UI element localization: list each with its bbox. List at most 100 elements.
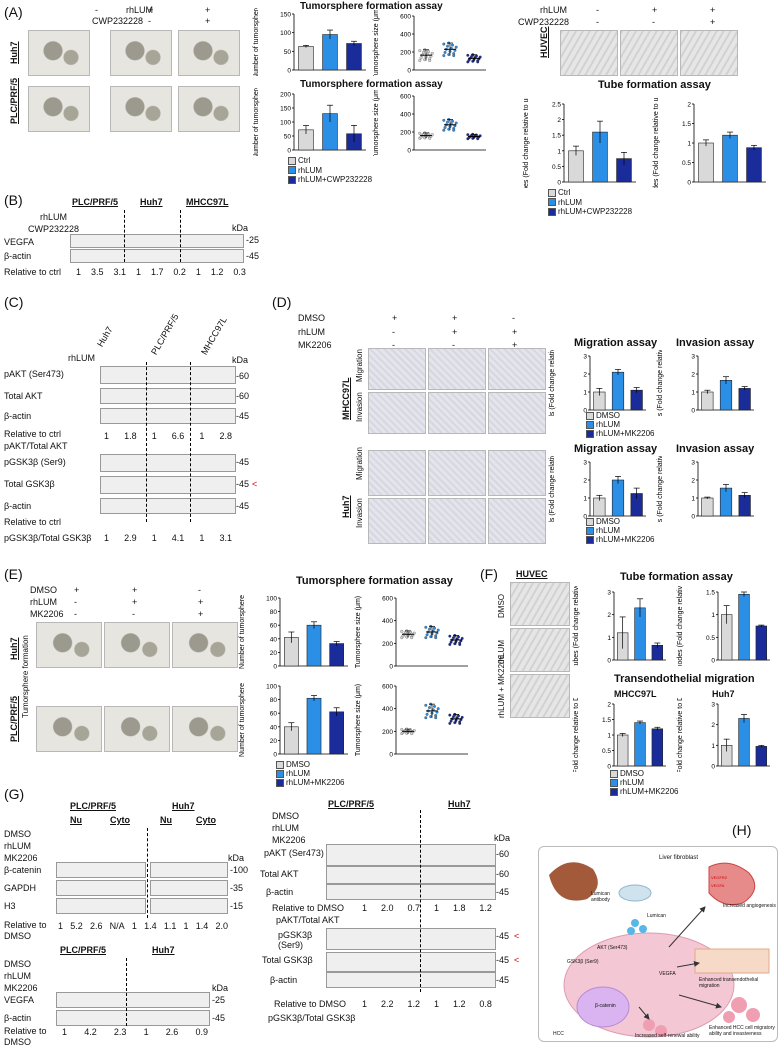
cell-label: Huh7 bbox=[712, 689, 735, 699]
label-mk: MK2206 bbox=[298, 340, 332, 350]
blot bbox=[100, 454, 236, 472]
y-tick-label: 50 bbox=[284, 134, 292, 141]
y-tick-label: 3 bbox=[583, 460, 587, 467]
y-axis-label: Tumorsphere size (μm) bbox=[373, 90, 380, 156]
bar bbox=[738, 388, 751, 411]
blot-vegfa bbox=[70, 234, 244, 248]
relative-values: 1 1.8 1 6.6 1 2.8 bbox=[104, 432, 232, 441]
cell-header: Huh7 bbox=[448, 799, 471, 809]
row-label: VEGFA bbox=[4, 237, 35, 247]
y-tick-label: 0 bbox=[711, 658, 715, 665]
blot bbox=[326, 884, 496, 900]
data-point bbox=[476, 137, 480, 141]
y-tick-label: 1 bbox=[557, 148, 561, 155]
relative-value: 2.0 bbox=[215, 921, 228, 931]
data-point bbox=[443, 126, 447, 129]
data-point bbox=[448, 713, 452, 717]
data-point bbox=[430, 51, 434, 55]
label-rhlum: rhLUM bbox=[30, 597, 58, 607]
data-point bbox=[460, 636, 464, 640]
y-tick-label: 400 bbox=[382, 706, 393, 713]
sign: + bbox=[198, 609, 204, 619]
blot-bactin bbox=[70, 249, 244, 263]
sign: + bbox=[512, 327, 518, 337]
data-point bbox=[454, 121, 458, 125]
relative-value: 1 bbox=[104, 533, 110, 543]
y-axis-label: Number of tubes (Fold change relative to… bbox=[523, 98, 530, 188]
relative-values: 1 4.2 2.3 1 2.6 0.9 bbox=[62, 1028, 208, 1037]
sign: + bbox=[198, 597, 204, 607]
y-tick-label: 1.5 bbox=[552, 133, 561, 140]
cell-header: Huh7 bbox=[172, 801, 195, 811]
relative-value: 4.1 bbox=[171, 533, 185, 543]
panel-label-f: (F) bbox=[480, 566, 498, 582]
kda: kDa bbox=[212, 983, 229, 993]
cell-header: Huh7 bbox=[152, 945, 175, 955]
sign: - bbox=[198, 585, 201, 595]
chart-title: Tube formation assay bbox=[620, 571, 733, 583]
blot bbox=[326, 866, 496, 884]
row-label: β-actin bbox=[4, 251, 32, 261]
panel-label-b: (B) bbox=[4, 192, 23, 208]
data-point bbox=[442, 128, 446, 132]
relative-value: 1 bbox=[135, 267, 141, 277]
data-point bbox=[446, 44, 449, 48]
relative-value: 1 bbox=[433, 999, 439, 1009]
sign: + bbox=[148, 5, 154, 15]
blot bbox=[150, 862, 228, 878]
y-tick-label: 0.5 bbox=[602, 748, 611, 755]
y-tick-label: 400 bbox=[400, 112, 411, 119]
bar bbox=[746, 147, 762, 183]
diagram-label: Increased self-renewal ability bbox=[635, 1033, 700, 1039]
marker: -60 bbox=[236, 371, 250, 381]
row-label: β-actin bbox=[266, 887, 294, 897]
sign: + bbox=[512, 340, 518, 350]
y-tick-label: 0 bbox=[389, 664, 393, 671]
sign: - bbox=[148, 16, 151, 26]
relative-label: Relative to ctrl bbox=[4, 429, 62, 439]
row-label: Invasion bbox=[355, 392, 364, 422]
micrograph bbox=[488, 498, 546, 544]
fraction-label: Nu bbox=[160, 815, 172, 825]
diagram-label: Increased angiogenesis bbox=[723, 903, 776, 909]
micrograph bbox=[110, 30, 172, 76]
y-tick-label: 80 bbox=[270, 609, 278, 616]
divider bbox=[420, 810, 421, 992]
y-tick-label: 0 bbox=[273, 664, 277, 671]
legend-d2: DMSO rhLUM rhLUM+MK2206 bbox=[586, 517, 654, 545]
data-point bbox=[424, 716, 428, 720]
marker: -60 bbox=[496, 869, 510, 879]
micrograph bbox=[368, 498, 426, 544]
y-tick-label: 50 bbox=[284, 49, 292, 56]
legend-d1: DMSO rhLUM rhLUM+MK2206 bbox=[586, 411, 654, 439]
cell-header: MHCC97L bbox=[186, 197, 229, 207]
y-tick-label: 20 bbox=[270, 738, 278, 745]
sign: + bbox=[452, 327, 458, 337]
y-axis-label: Number of nodes (Fold change relative to… bbox=[653, 98, 660, 188]
blot bbox=[56, 862, 146, 878]
data-point bbox=[400, 629, 404, 633]
panel-label-e: (E) bbox=[4, 566, 23, 582]
micrograph bbox=[428, 450, 486, 496]
relative-value: 1 bbox=[76, 267, 82, 277]
chart-f-tubes: Number of tubes (Fold change relative to… bbox=[573, 586, 666, 666]
y-tick-label: 200 bbox=[400, 130, 411, 137]
marker: -45 bbox=[236, 411, 250, 421]
data-point bbox=[458, 643, 462, 646]
bar bbox=[755, 625, 768, 661]
row-label: Migration bbox=[355, 349, 364, 382]
marker: -100 bbox=[230, 865, 249, 875]
relative-values: 1 3.5 3.1 1 1.7 0.2 1 1.2 0.3 bbox=[76, 268, 246, 277]
micrograph bbox=[28, 86, 90, 132]
blot bbox=[56, 898, 146, 914]
divider bbox=[147, 828, 148, 918]
y-tick-label: 200 bbox=[382, 729, 393, 736]
sign: - bbox=[392, 327, 395, 337]
divider bbox=[180, 210, 181, 262]
relative-value: 1.4 bbox=[144, 921, 157, 931]
chart-f-nodes: Number of nodes (Fold change relative to… bbox=[677, 586, 770, 666]
relative-value: 2.3 bbox=[113, 1027, 127, 1037]
y-tick-label: 150 bbox=[280, 106, 291, 113]
micrograph bbox=[368, 392, 426, 434]
y-tick-label: 100 bbox=[266, 596, 277, 603]
